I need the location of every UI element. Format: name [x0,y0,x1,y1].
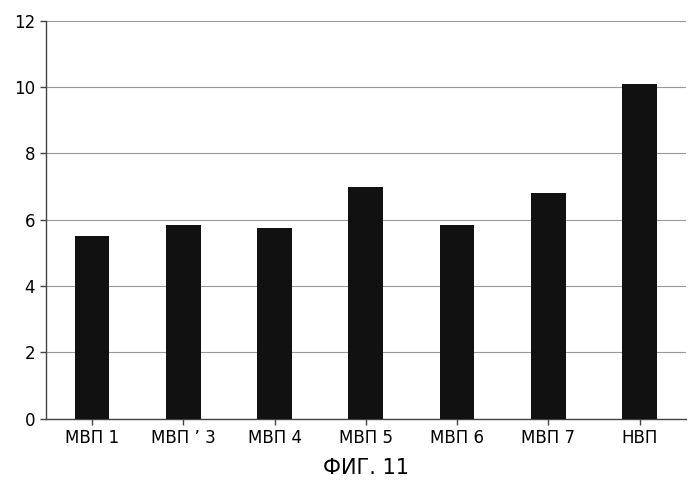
Bar [440,225,475,419]
Bar [166,225,201,419]
Bar [622,84,657,419]
X-axis label: ФИГ. 11: ФИГ. 11 [323,458,409,478]
Bar [257,228,292,419]
Bar [75,236,109,419]
Bar [349,186,383,419]
Bar [531,193,566,419]
